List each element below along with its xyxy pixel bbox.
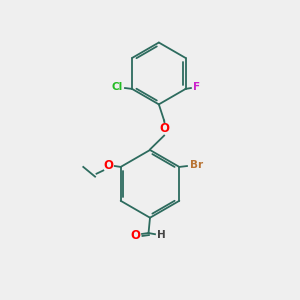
Text: F: F: [193, 82, 200, 92]
Text: Br: Br: [190, 160, 203, 170]
Text: H: H: [158, 230, 166, 240]
Text: Cl: Cl: [111, 82, 122, 92]
Text: O: O: [130, 229, 140, 242]
Text: O: O: [159, 122, 169, 135]
Text: O: O: [103, 159, 113, 172]
